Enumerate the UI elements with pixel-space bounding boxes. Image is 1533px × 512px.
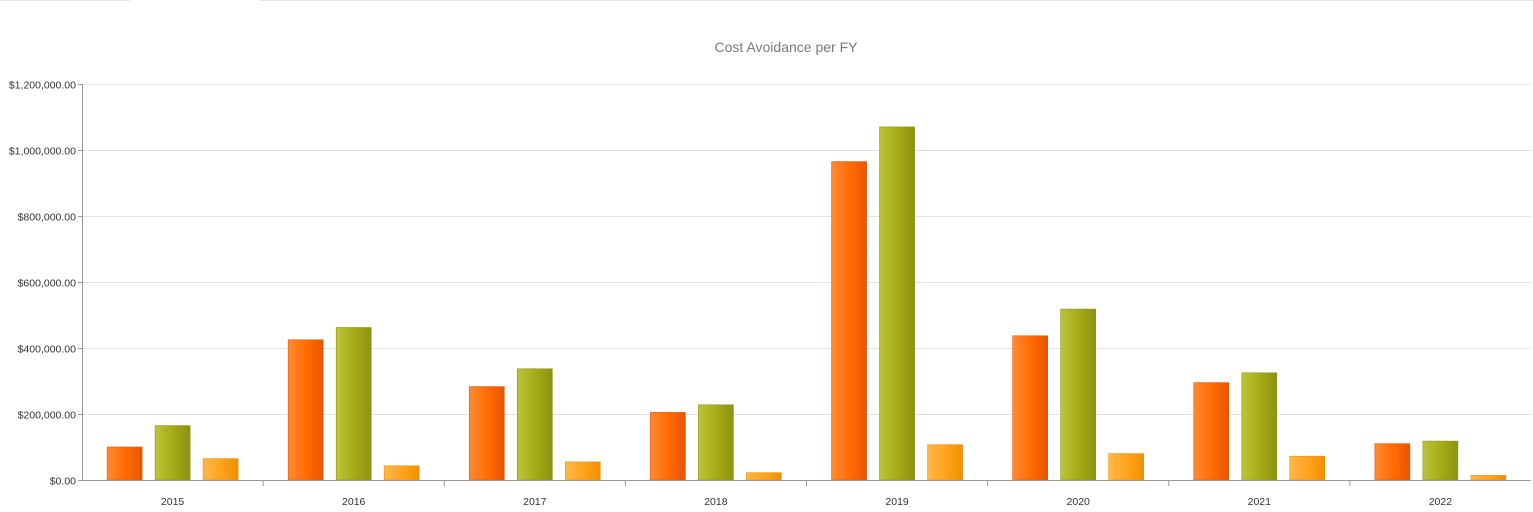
- bar-2017-series-3[interactable]: [564, 461, 601, 481]
- top-tab-gap: [130, 0, 260, 5]
- bar-2022-series-1[interactable]: [1374, 443, 1411, 481]
- bar-2022-series-2[interactable]: [1422, 440, 1459, 481]
- bar-2022-series-3[interactable]: [1470, 475, 1507, 481]
- bar-2015-series-2[interactable]: [154, 425, 191, 481]
- bar-2021-series-3[interactable]: [1289, 455, 1326, 481]
- x-tick-label: 2016: [342, 496, 366, 508]
- bar-2021-series-1[interactable]: [1193, 382, 1230, 481]
- bar-2015-series-3[interactable]: [202, 458, 239, 481]
- y-tick-label: $600,000.00: [18, 278, 77, 290]
- x-tick-label: 2015: [161, 496, 185, 508]
- x-tick-label: 2017: [523, 496, 547, 508]
- chart-title: Cost Avoidance per FY: [715, 39, 859, 55]
- y-tick-label: $800,000.00: [18, 212, 77, 224]
- bars: [106, 126, 1507, 481]
- x-tick-label: 2019: [885, 496, 909, 508]
- bar-2018-series-1[interactable]: [650, 412, 686, 481]
- x-tick-label: 2020: [1067, 496, 1091, 508]
- x-tick-label: 2021: [1248, 496, 1272, 508]
- bar-2015-series-1[interactable]: [106, 446, 143, 481]
- bar-2019-series-3[interactable]: [927, 444, 963, 481]
- bar-2016-series-3[interactable]: [383, 465, 420, 481]
- bar-2021-series-2[interactable]: [1241, 372, 1278, 481]
- y-tick-label: $400,000.00: [18, 344, 77, 356]
- y-tick-label: $1,000,000.00: [9, 146, 76, 158]
- y-tick-label: $0.00: [50, 476, 76, 488]
- bar-2019-series-1[interactable]: [831, 161, 867, 481]
- bar-2016-series-2[interactable]: [335, 327, 372, 481]
- bar-2017-series-1[interactable]: [468, 386, 505, 481]
- bar-2018-series-2[interactable]: [698, 404, 734, 481]
- bar-2017-series-2[interactable]: [516, 368, 553, 481]
- top-divider: [0, 0, 1533, 4]
- bar-2020-series-1[interactable]: [1012, 335, 1049, 481]
- bar-2020-series-2[interactable]: [1060, 308, 1096, 481]
- y-tick-label: $1,200,000.00: [9, 80, 76, 92]
- axes: $0.00 $200,000.00 $400,000.00 $600,000.00 $8…: [9, 80, 1531, 508]
- y-tick-label: $200,000.00: [18, 410, 77, 422]
- x-tick-label: 2022: [1429, 496, 1453, 508]
- bar-2019-series-2[interactable]: [879, 126, 915, 481]
- bar-2020-series-3[interactable]: [1108, 453, 1144, 481]
- bar-2018-series-3[interactable]: [746, 472, 782, 481]
- bar-2016-series-1[interactable]: [287, 339, 324, 481]
- x-tick-label: 2018: [704, 496, 728, 508]
